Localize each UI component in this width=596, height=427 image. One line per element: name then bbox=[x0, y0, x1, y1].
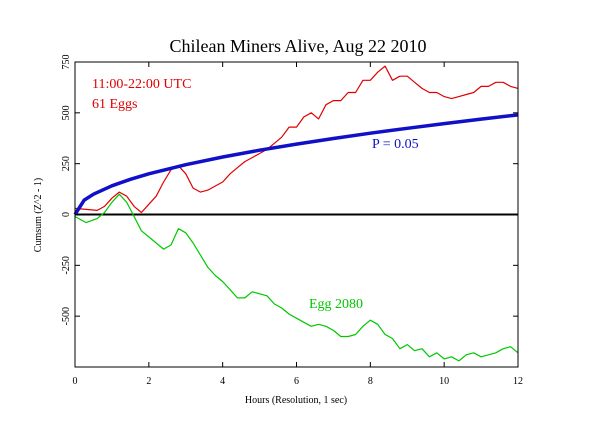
annotations: 11:00-22:00 UTC 61 Eggs P = 0.05 Egg 2080 bbox=[92, 77, 419, 312]
y-axis-title: Cumsum (Z^2 - 1) bbox=[33, 178, 44, 252]
x-tick-label: 0 bbox=[73, 376, 78, 387]
annotation-label: 11:00-22:00 UTC bbox=[92, 77, 191, 92]
annotation-label: Egg 2080 bbox=[309, 297, 363, 312]
x-tick-label: 2 bbox=[146, 376, 151, 387]
series-line-1 bbox=[73, 113, 519, 216]
axes: 0 2 4 6 8 10 12 -500 -250 0 250 500 750 bbox=[61, 55, 523, 388]
series-line-2 bbox=[74, 193, 519, 362]
y-tick-label: 250 bbox=[61, 156, 72, 171]
x-axis-title: Hours (Resolution, 1 sec) bbox=[245, 395, 347, 406]
y-tick-label: 0 bbox=[61, 212, 72, 217]
y-tick-label: 500 bbox=[61, 105, 72, 120]
chart-title: Chilean Miners Alive, Aug 22 2010 bbox=[170, 36, 427, 56]
y-tick-label: 750 bbox=[61, 55, 72, 70]
y-tick-label: -500 bbox=[61, 307, 72, 325]
x-tick-label: 8 bbox=[368, 376, 373, 387]
annotation-label: P = 0.05 bbox=[372, 137, 419, 152]
y-tick-label: -250 bbox=[61, 256, 72, 274]
x-tick-label: 4 bbox=[220, 376, 225, 387]
annotation-label: 61 Eggs bbox=[92, 97, 138, 112]
x-tick-label: 10 bbox=[439, 376, 449, 387]
x-tick-label: 12 bbox=[513, 376, 523, 387]
x-tick-label: 6 bbox=[294, 376, 299, 387]
series-line-0 bbox=[74, 65, 519, 214]
plot-area bbox=[73, 65, 519, 362]
